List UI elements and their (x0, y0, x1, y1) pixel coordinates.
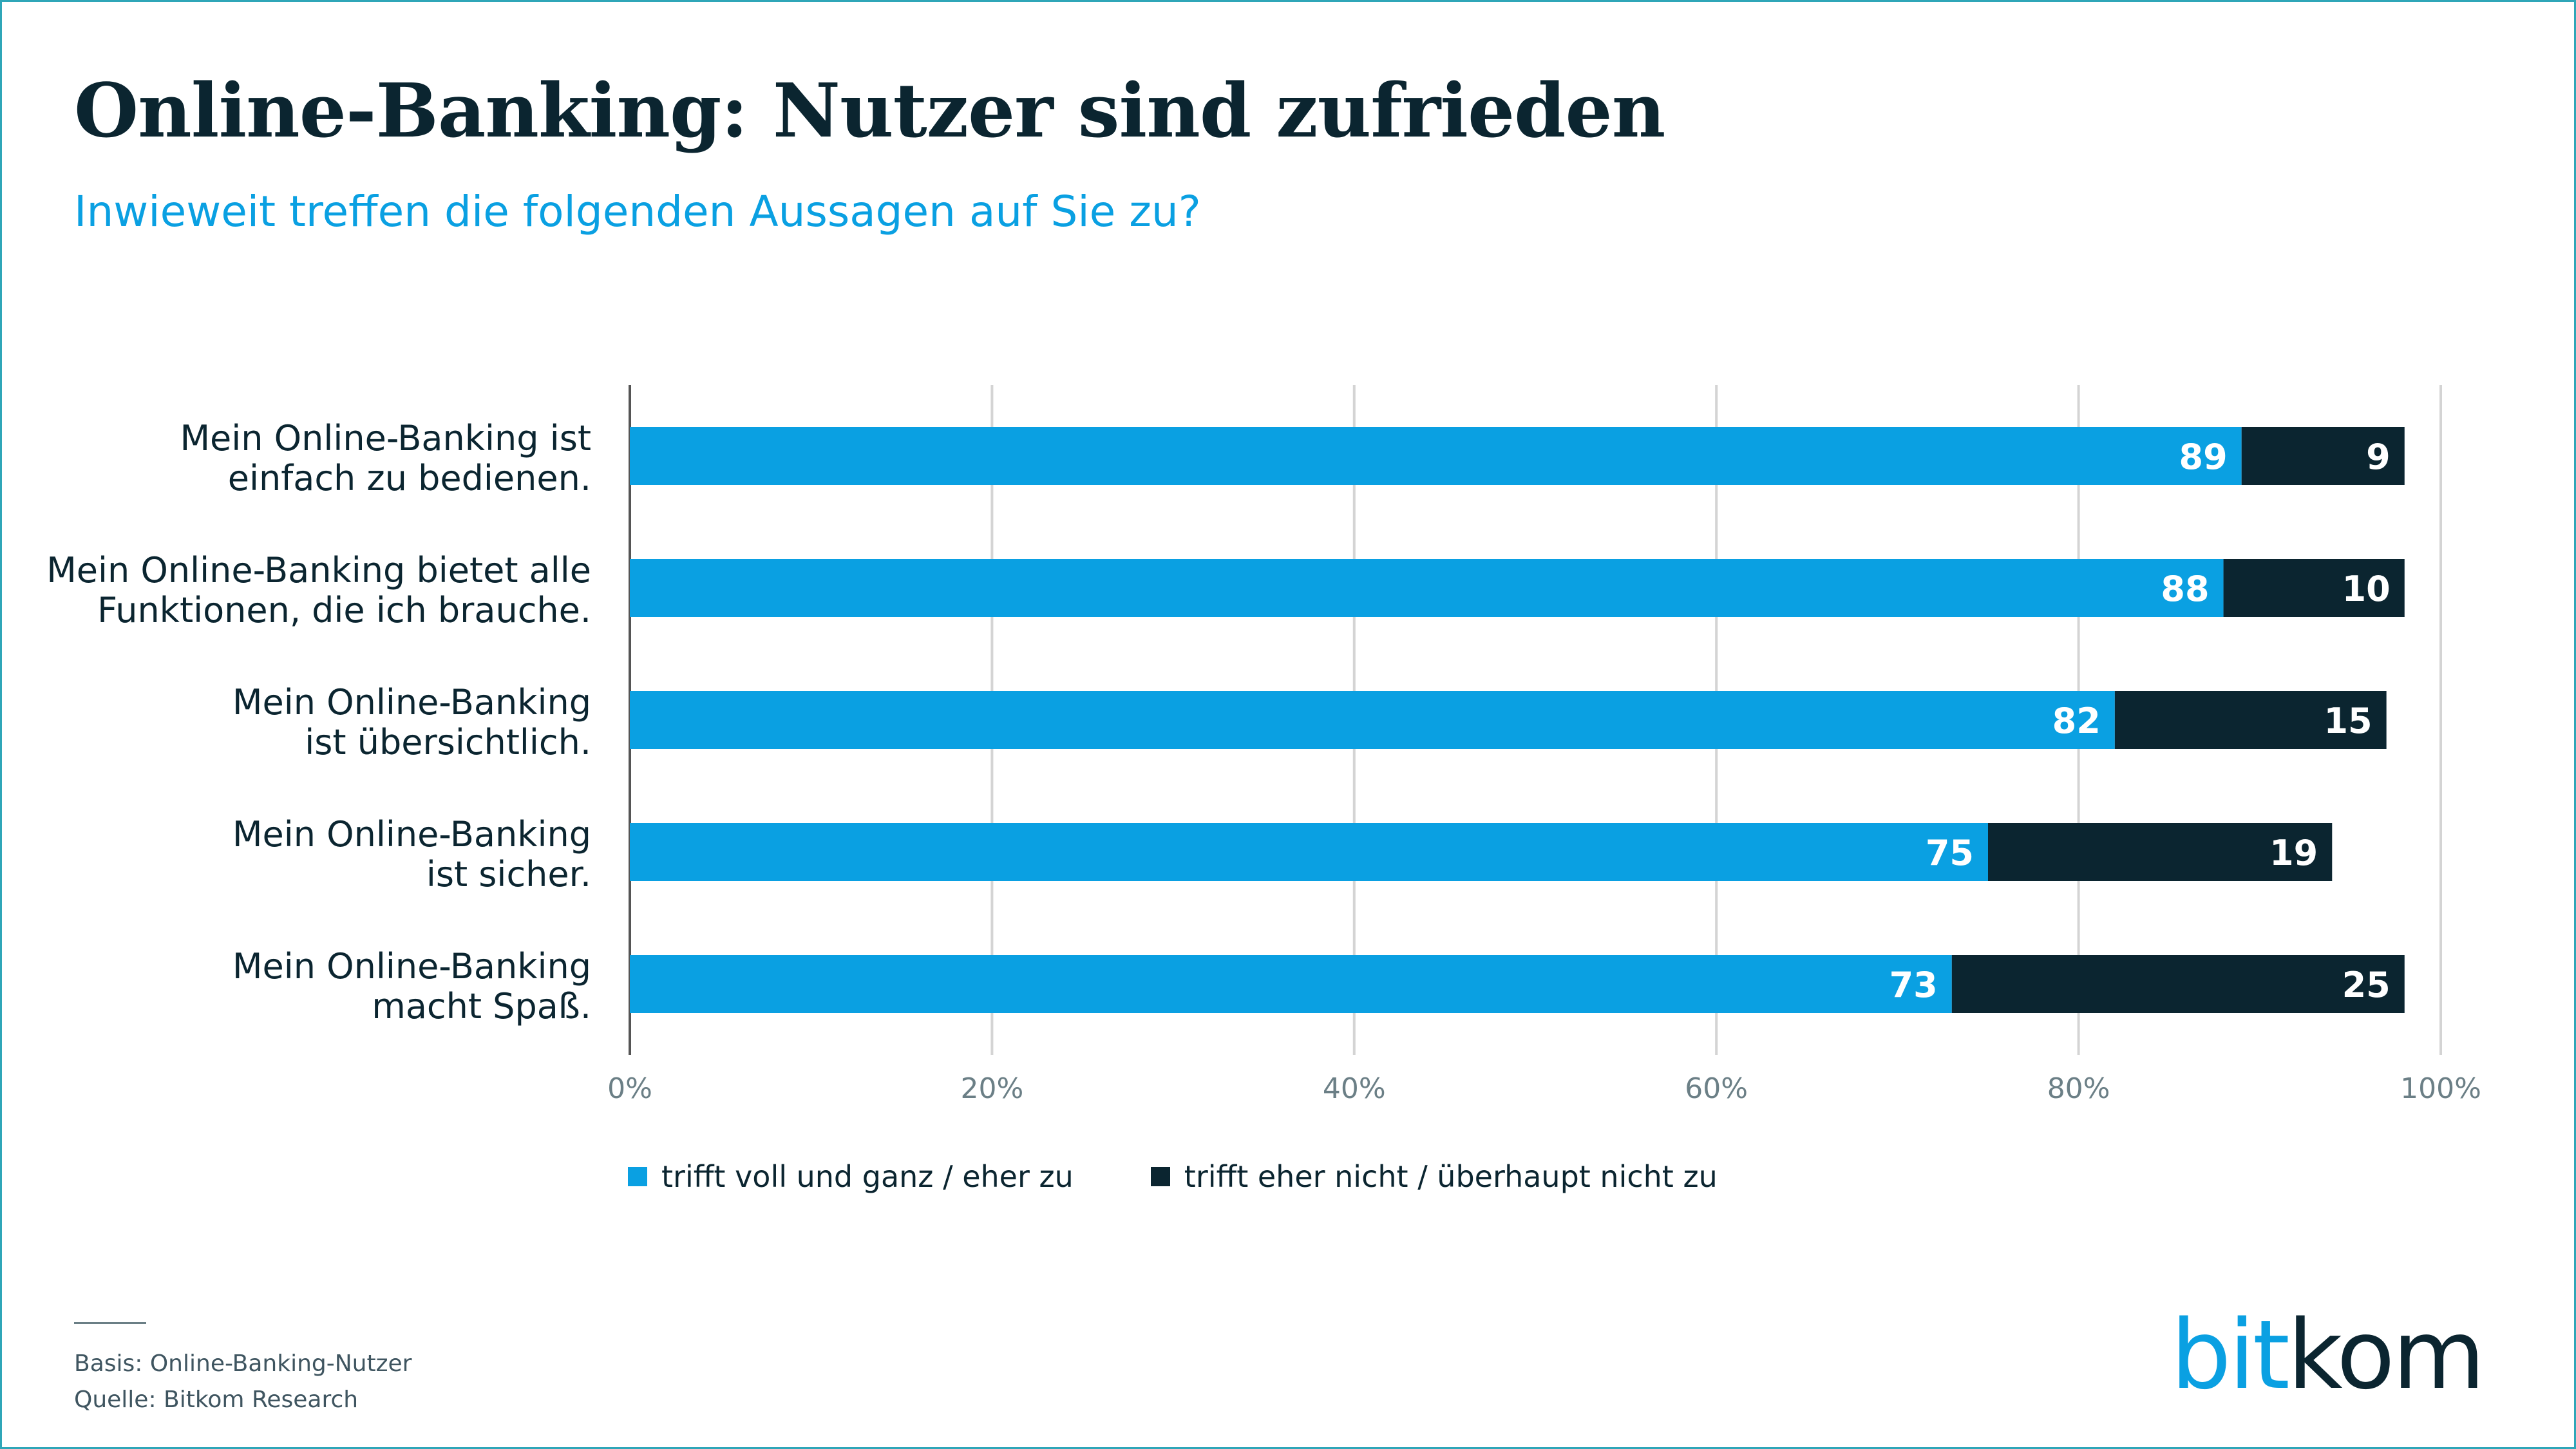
legend-item-positive: trifft voll und ganz / eher zu (628, 1159, 1074, 1194)
data-label: 73 (1889, 965, 1938, 1005)
bar-positive (630, 955, 1952, 1013)
data-label: 89 (2179, 437, 2228, 477)
bar-positive (630, 691, 2115, 749)
data-label: 82 (2052, 701, 2101, 741)
chart-title: Online-Banking: Nutzer sind zufrieden (74, 68, 1665, 155)
category-label: Mein Online-Banking (232, 682, 591, 723)
footer-notes: Basis: Online-Banking-Nutzer Quelle: Bit… (74, 1346, 412, 1418)
category-label: Mein Online-Banking (232, 814, 591, 855)
logo-part-bit: bit (2170, 1300, 2290, 1410)
data-label: 25 (2342, 965, 2391, 1005)
legend-label-positive: trifft voll und ganz / eher zu (661, 1159, 1074, 1194)
category-label: Mein Online-Banking (232, 946, 591, 987)
bar-negative (1988, 823, 2333, 881)
category-label: Mein Online-Banking bietet alle (46, 550, 591, 591)
x-tick-label: 100% (2400, 1072, 2481, 1105)
footer-basis: Basis: Online-Banking-Nutzer (74, 1350, 412, 1377)
category-label: ist übersichtlich. (305, 722, 591, 762)
data-label: 19 (2269, 833, 2318, 873)
bar-positive (630, 427, 2242, 485)
bitkom-logo: bitkom (2171, 1307, 2485, 1403)
x-tick-label: 40% (1323, 1072, 1386, 1105)
footer-source: Quelle: Bitkom Research (74, 1387, 359, 1413)
bar-positive (630, 559, 2224, 617)
category-label: ist sicher. (426, 854, 591, 895)
legend-item-negative: trifft eher nicht / überhaupt nicht zu (1150, 1159, 1718, 1194)
bar-negative (2114, 691, 2387, 749)
data-label: 9 (2366, 437, 2391, 477)
footer-divider (74, 1322, 146, 1324)
category-label: einfach zu bedienen. (228, 458, 591, 498)
category-label: Mein Online-Banking ist (180, 418, 591, 459)
bar-positive (630, 823, 1988, 881)
x-tick-label: 80% (2047, 1072, 2110, 1105)
category-label: macht Spaß. (372, 986, 591, 1027)
x-tick-label: 20% (961, 1072, 1024, 1105)
category-label: Funktionen, die ich brauche. (97, 590, 591, 630)
data-label: 88 (2161, 569, 2209, 609)
logo-part-kom: kom (2287, 1300, 2485, 1410)
bar-negative (2223, 559, 2405, 617)
data-label: 15 (2324, 701, 2372, 741)
legend-label-negative: trifft eher nicht / überhaupt nicht zu (1184, 1159, 1718, 1194)
chart-subtitle: Inwieweit treffen die folgenden Aussagen… (74, 187, 1201, 236)
legend-swatch-positive (628, 1167, 647, 1186)
data-label: 75 (1926, 833, 1974, 873)
legend: trifft voll und ganz / eher zu trifft eh… (628, 1159, 1795, 1194)
data-label: 10 (2342, 569, 2391, 609)
x-tick-label: 0% (607, 1072, 652, 1105)
bar-negative (2241, 427, 2405, 485)
legend-swatch-negative (1150, 1167, 1170, 1186)
x-tick-label: 60% (1685, 1072, 1748, 1105)
bar-negative (1951, 955, 2405, 1013)
